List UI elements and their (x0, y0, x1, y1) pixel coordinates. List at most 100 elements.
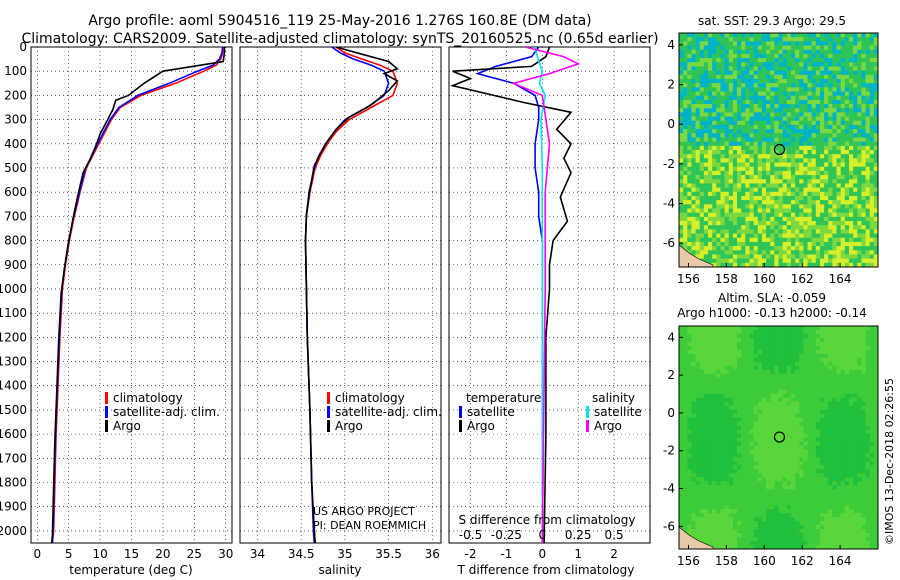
map-cell (683, 95, 688, 101)
map-cell (720, 326, 725, 331)
map-cell (848, 429, 854, 434)
map-cell (778, 120, 783, 126)
map-cell (786, 357, 792, 363)
map-cell (811, 461, 817, 466)
map-cell (848, 170, 854, 176)
map-cell (716, 377, 721, 383)
map-cell (790, 477, 796, 482)
map-cell (844, 58, 850, 63)
map-cell (824, 208, 829, 213)
map-cell (728, 99, 734, 105)
map-cell (699, 91, 705, 96)
map-cell (865, 333, 871, 339)
map-cell (774, 461, 779, 466)
map-cell (786, 212, 792, 218)
map-cell (815, 353, 821, 359)
map-cell (691, 441, 696, 446)
map-cell (766, 62, 771, 67)
map-cell (824, 58, 829, 63)
map-cell (741, 141, 746, 147)
map-cell (861, 62, 866, 67)
map-cell (757, 195, 763, 201)
map-cell (708, 216, 713, 222)
map-cell (819, 237, 825, 243)
map-cell (728, 91, 734, 96)
map-cell (687, 377, 692, 383)
map-cell (865, 457, 871, 462)
map-cell (691, 353, 696, 359)
map-cell (857, 389, 862, 394)
map-cell (861, 481, 866, 486)
map-cell (757, 170, 763, 176)
map-cell (757, 175, 763, 180)
map-cell (703, 477, 709, 482)
map-cell (790, 200, 796, 205)
map-cell (683, 141, 688, 147)
map-cell (691, 66, 696, 71)
map-cell (732, 45, 738, 51)
map-cell (766, 337, 771, 343)
map-cell (732, 154, 738, 159)
map-cell (811, 221, 817, 226)
map-cell (770, 457, 775, 462)
map-cell (873, 485, 879, 490)
map-cell (699, 58, 705, 63)
map-cell (708, 373, 713, 379)
map-cell (699, 341, 705, 347)
map-cell (712, 401, 717, 406)
map-cell (844, 262, 850, 268)
map-cell (708, 33, 713, 38)
map-cell (853, 233, 858, 239)
map-cell (753, 357, 759, 363)
map-cell (724, 349, 730, 355)
map-cell (869, 66, 875, 71)
map-cell (857, 208, 862, 213)
map-cell (761, 397, 767, 402)
map-cell (683, 191, 688, 197)
map-cell (824, 120, 829, 126)
map-cell (807, 365, 812, 371)
map-cell (703, 141, 709, 147)
map-cell (766, 262, 771, 268)
map-cell (790, 116, 796, 122)
map-cell (865, 141, 871, 147)
map-cell (782, 145, 788, 151)
map-cell (687, 66, 692, 71)
map-cell (828, 204, 833, 209)
map-cell (865, 441, 871, 446)
map-cell (848, 91, 854, 96)
map-cell (799, 497, 804, 502)
map-cell (840, 449, 846, 454)
map-cell (683, 221, 688, 226)
map-cell (861, 133, 866, 138)
map-cell (732, 369, 738, 375)
map-cell (749, 345, 754, 351)
map-cell (753, 481, 759, 486)
map-cell (708, 413, 713, 418)
map-cell (836, 87, 841, 92)
map-cell (774, 333, 779, 339)
map-cell (708, 405, 713, 410)
map-cell (761, 433, 767, 438)
map-cell (869, 326, 875, 331)
map-cell (695, 457, 701, 462)
map-cell (753, 221, 759, 226)
map-cell (848, 158, 854, 163)
map-cell (724, 33, 730, 38)
map-cell (824, 365, 829, 371)
map-cell (766, 66, 771, 71)
map-cell (815, 473, 821, 478)
map-cell (774, 154, 779, 159)
map-cell (745, 225, 750, 230)
map-cell (782, 83, 788, 88)
map-cell (865, 413, 871, 418)
map-x-tick-label: 160 (753, 272, 776, 286)
map-cell (857, 417, 862, 422)
map-cell (728, 349, 734, 355)
map-cell (861, 413, 866, 418)
map-cell (828, 413, 833, 418)
credit-line-2: PI: DEAN ROEMMICH (313, 519, 426, 532)
map-cell (691, 145, 696, 151)
map-cell (761, 83, 767, 88)
map-cell (803, 87, 808, 92)
